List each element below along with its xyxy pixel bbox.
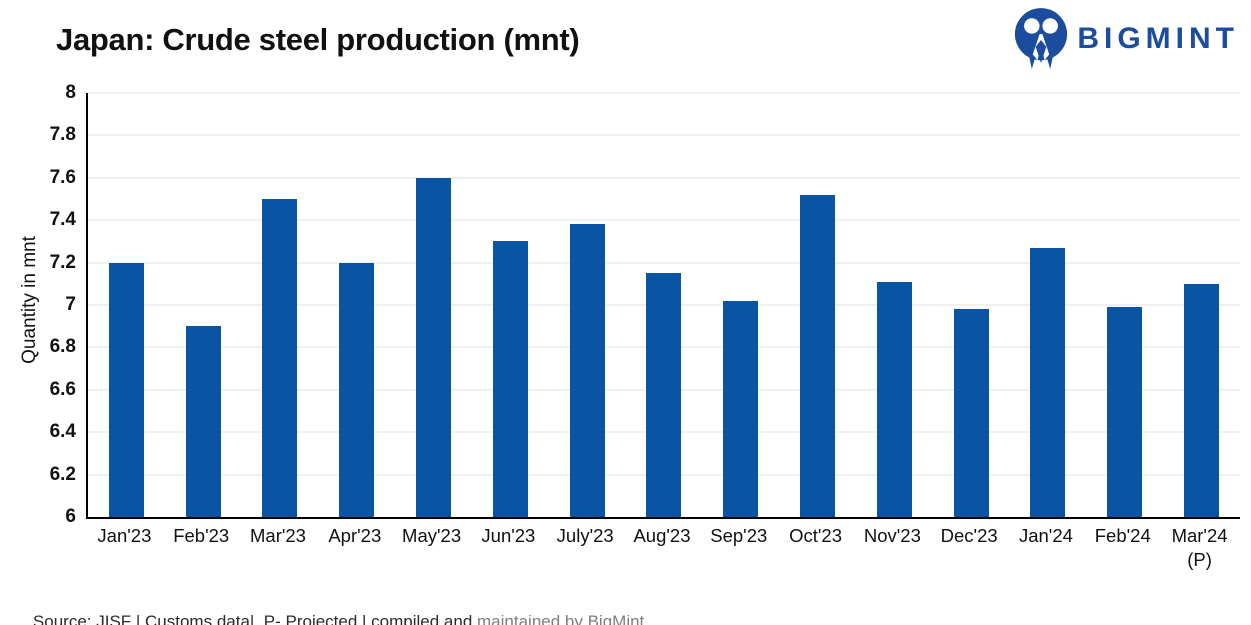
- bar-series: [88, 93, 1240, 517]
- y-tick-label: 6.8: [49, 336, 76, 358]
- x-tick-label: July'23: [556, 525, 614, 546]
- bar: [185, 326, 221, 517]
- x-tick-label: Apr'23: [328, 525, 382, 546]
- bar-slot: [88, 93, 165, 517]
- bar-slot: [549, 93, 626, 517]
- x-tick-label: Feb'23: [173, 525, 230, 546]
- x-tick-label: Mar'23: [250, 525, 306, 546]
- y-tick-label: 7.6: [49, 166, 76, 188]
- bigmint-logo: BIGMINT: [1012, 6, 1239, 72]
- x-tick-label: Jan'23: [97, 525, 152, 546]
- bar: [569, 224, 605, 517]
- gridline: [88, 92, 1240, 94]
- y-tick-label: 7: [65, 294, 76, 315]
- bigmint-logo-text: BIGMINT: [1077, 22, 1239, 55]
- x-tick-label: Oct'23: [789, 525, 843, 546]
- plot-area: [86, 92, 1240, 519]
- bar-slot: [472, 93, 549, 517]
- x-tick-label: Jan'24: [1018, 525, 1073, 546]
- x-tick-label: May'23: [402, 525, 462, 546]
- bar-slot: [702, 93, 779, 517]
- x-tick-label: Nov'23: [863, 525, 921, 546]
- y-tick-label: 7.2: [49, 251, 76, 273]
- x-tick-label: Mar'24 (P): [1171, 525, 1228, 571]
- page-title: Japan: Crude steel production (mnt): [56, 22, 580, 57]
- bar: [800, 194, 836, 517]
- bar: [953, 309, 989, 517]
- y-axis-tick-labels: 8 7.8 7.6 7.4 7.2 7 6.8 6.6 6.4 6.2 6: [0, 82, 76, 527]
- bar-slot: [165, 93, 242, 517]
- bar: [108, 262, 144, 517]
- gridline: [88, 134, 1240, 137]
- bar-slot: [933, 93, 1010, 517]
- bar-slot: [1163, 93, 1240, 517]
- bar-slot: [779, 93, 856, 517]
- bar: [876, 281, 912, 517]
- y-tick-label: 8: [65, 82, 76, 103]
- x-tick-label: Feb'24: [1094, 525, 1151, 546]
- bar: [492, 241, 528, 517]
- bar: [416, 177, 452, 517]
- y-tick-label: 7.8: [49, 124, 76, 146]
- gridline: [88, 261, 1240, 264]
- x-tick-label: Sep'23: [710, 525, 768, 546]
- bar: [339, 262, 375, 517]
- source-text: Source: JISF | Customs data| P- Projecte…: [32, 612, 478, 625]
- x-tick-label: Aug'23: [633, 525, 691, 546]
- y-tick-label: 6.6: [49, 378, 76, 400]
- gridline: [88, 219, 1240, 222]
- bar-slot: [1010, 93, 1087, 517]
- y-tick-label: 6.2: [49, 463, 76, 485]
- bar-slot: [242, 93, 319, 517]
- bar-slot: [856, 93, 933, 517]
- bigmint-logo-icon: [1015, 8, 1068, 69]
- x-axis-tick-labels: Jan'23 Feb'23 Mar'23 Apr'23 May'23 Jun'23 July…: [86, 524, 1238, 572]
- source-credit: maintained by BigMint: [477, 612, 645, 625]
- bar-slot: [1086, 93, 1163, 517]
- y-tick-label: 6.4: [49, 421, 76, 443]
- bar-slot: [395, 93, 472, 517]
- bar: [723, 300, 759, 517]
- gridline: [88, 176, 1240, 179]
- bar-slot: [318, 93, 395, 517]
- x-tick-label: Dec'23: [940, 525, 998, 546]
- source-note: Source: JISF | Customs data| P- Projecte…: [14, 592, 644, 625]
- bar-slot: [626, 93, 703, 517]
- bar: [1030, 247, 1066, 517]
- bar: [646, 273, 682, 517]
- bar: [1184, 283, 1220, 517]
- y-tick-label: 7.4: [49, 209, 76, 231]
- bar: [262, 199, 298, 517]
- y-tick-label: 6: [65, 506, 76, 527]
- x-tick-label: Jun'23: [481, 525, 536, 546]
- bar: [1107, 307, 1143, 517]
